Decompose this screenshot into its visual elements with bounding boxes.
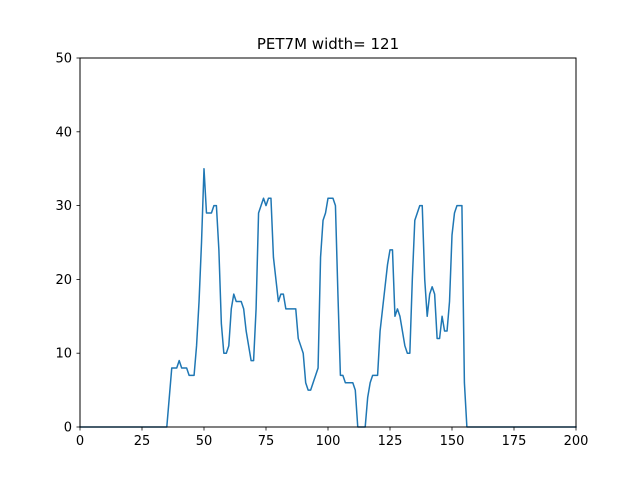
- y-tick-label: 20: [55, 273, 72, 288]
- x-tick-label: 200: [564, 434, 589, 449]
- x-tick-label: 0: [76, 434, 84, 449]
- x-tick-label: 75: [258, 434, 275, 449]
- x-tick-label: 125: [378, 434, 403, 449]
- y-tick-label: 50: [55, 52, 72, 67]
- axes: 0 25 50 75 100 125 150 175 200 0 10 20 30 40 50: [55, 52, 588, 450]
- y-tick-label: 0: [64, 421, 72, 436]
- chart-title: PET7M width= 121: [257, 35, 399, 53]
- y-tick-label: 40: [55, 125, 72, 140]
- x-tick-label: 50: [196, 434, 213, 449]
- y-tick-label: 30: [55, 199, 72, 214]
- x-tick-label: 25: [134, 434, 151, 449]
- plot-area: [79, 167, 577, 428]
- series-line-0: [79, 167, 577, 428]
- x-tick-label: 150: [440, 434, 465, 449]
- x-tick-label: 100: [316, 434, 341, 449]
- axes-frame: [79, 57, 577, 428]
- x-tick-label: 175: [502, 434, 527, 449]
- y-tick-label: 10: [55, 347, 72, 362]
